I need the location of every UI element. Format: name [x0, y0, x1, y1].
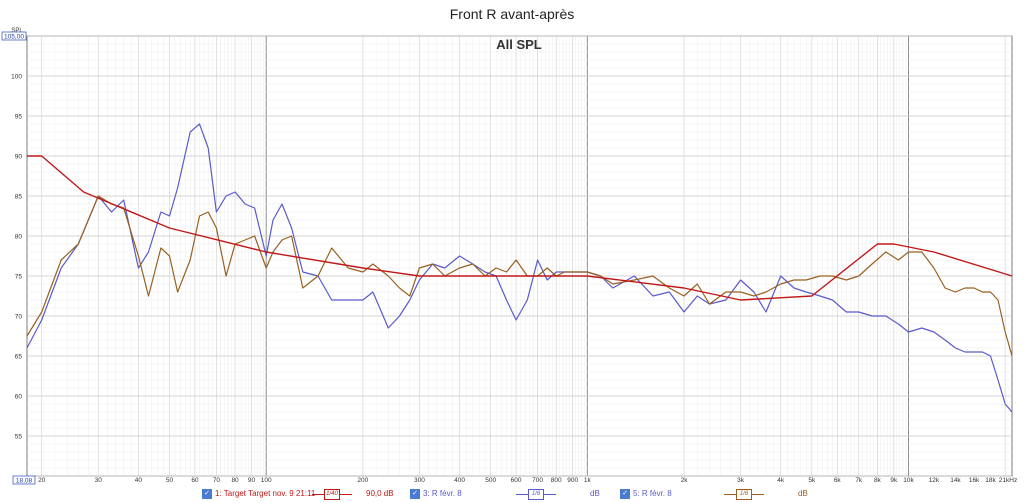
legend-r2-symbol[interactable]: 1/6	[724, 489, 764, 500]
legend-item-r2[interactable]: ✓ 5: R févr. 8	[620, 489, 672, 499]
legend-item-r1[interactable]: ✓ 3: R févr. 8	[410, 489, 462, 499]
legend-r1-unit: dB	[590, 489, 600, 498]
chart-title: All SPL	[496, 37, 542, 52]
x-min-value[interactable]: 18,08	[16, 478, 33, 485]
legend-r1-glyph: 1/6	[528, 489, 544, 500]
y-tick-labels: 55 60 65 70 75 80 85 90 95 100	[11, 74, 22, 441]
legend-r2-glyph: 1/6	[736, 489, 752, 500]
x-tick-label: 100	[261, 477, 272, 484]
y-tick-label: 95	[15, 114, 23, 121]
x-tick-label: 18k	[985, 477, 996, 484]
spl-chart[interactable]: 20 30 40 50 60 70 80 90 100 200 300 400 500 600 700 800…	[0, 0, 1024, 485]
checkbox-icon[interactable]: ✓	[410, 489, 420, 499]
legend-r1-name: 3: R févr. 8	[423, 489, 462, 499]
x-tick-label: 300	[414, 477, 425, 484]
series-lines	[26, 123, 1013, 413]
y-tick-label: 100	[11, 74, 22, 81]
x-tick-label: 200	[357, 477, 368, 484]
x-tick-label: 30	[95, 477, 103, 484]
x-tick-label: 2k	[681, 477, 689, 484]
x-min-box[interactable]	[12, 475, 36, 485]
x-tick-label: 3k	[737, 477, 745, 484]
y-tick-label: 60	[15, 394, 23, 401]
y-max-box[interactable]	[1, 31, 27, 41]
x-tick-label: 70	[213, 477, 221, 484]
legend-r2-name: 5: R févr. 8	[633, 489, 672, 499]
x-tick-labels: 20 30 40 50 60 70 80 90 100 200 300 400 500 600 700 800…	[38, 477, 1017, 484]
legend-target-name: 1: Target Target nov. 9 21:11	[215, 489, 316, 499]
x-tick-label: 16k	[969, 477, 980, 484]
x-tick-label: 5k	[808, 477, 816, 484]
x-tick-label: 90	[248, 477, 256, 484]
y-tick-label: 70	[15, 314, 23, 321]
x-tick-label: 21kHz	[999, 477, 1017, 484]
x-tick-label: 500	[485, 477, 496, 484]
x-tick-label: 7k	[855, 477, 863, 484]
y-tick-label: 65	[15, 354, 23, 361]
checkbox-icon[interactable]: ✓	[202, 489, 212, 499]
x-tick-label: 9k	[890, 477, 898, 484]
y-tick-label: 55	[15, 434, 23, 441]
x-tick-label: 12k	[929, 477, 940, 484]
x-tick-label: 900	[567, 477, 578, 484]
x-tick-label: 800	[551, 477, 562, 484]
y-tick-label: 75	[15, 274, 23, 281]
x-tick-label: 1k	[584, 477, 592, 484]
x-tick-label: 700	[532, 477, 543, 484]
x-tick-label: 80	[231, 477, 239, 484]
x-tick-label: 20	[38, 477, 46, 484]
window-title: Front R avant-après	[449, 6, 575, 22]
x-tick-label: 6k	[834, 477, 842, 484]
series-line-2[interactable]	[26, 123, 1013, 413]
legend-target-glyph: 1/40	[324, 489, 340, 500]
x-tick-label: 60	[191, 477, 199, 484]
x-tick-label: 400	[454, 477, 465, 484]
y-tick-label: 80	[15, 234, 23, 241]
y-tick-label: 90	[15, 154, 23, 161]
x-tick-label: 14k	[950, 477, 961, 484]
x-tick-label: 40	[135, 477, 143, 484]
checkbox-icon[interactable]: ✓	[620, 489, 630, 499]
legend-target-symbol[interactable]: 1/40	[312, 489, 352, 500]
series-line-1[interactable]	[27, 155, 1013, 301]
grid	[27, 35, 1012, 477]
x-tick-label: 8k	[874, 477, 882, 484]
y-axis-label: SPL	[11, 28, 23, 34]
legend: ✓ 1: Target Target nov. 9 21:11 1/40 90,0…	[0, 485, 1024, 503]
y-max-value[interactable]: 105,00	[4, 34, 24, 41]
x-tick-label: 4k	[777, 477, 785, 484]
y-tick-label: 85	[15, 194, 23, 201]
legend-item-target[interactable]: ✓ 1: Target Target nov. 9 21:11	[202, 489, 315, 499]
x-tick-label: 50	[166, 477, 174, 484]
legend-r1-symbol[interactable]: 1/6	[516, 489, 556, 500]
x-tick-label: 10k	[903, 477, 914, 484]
x-tick-label: 600	[511, 477, 522, 484]
legend-r2-unit: dB	[798, 489, 808, 498]
legend-target-level: 90,0 dB	[366, 489, 394, 498]
series-line-3[interactable]	[26, 195, 1013, 357]
